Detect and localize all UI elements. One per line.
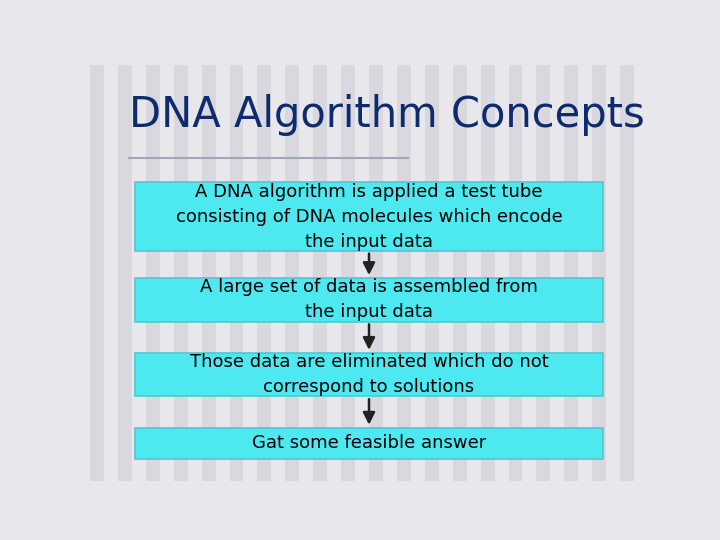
Bar (174, 65, 188, 481)
Bar (90, 65, 104, 481)
Bar (135, 278, 603, 321)
Bar (634, 65, 648, 481)
Bar (135, 353, 603, 396)
Bar (467, 65, 481, 481)
Text: A DNA algorithm is applied a test tube
consisting of DNA molecules which encode
: A DNA algorithm is applied a test tube c… (176, 183, 562, 251)
Bar (313, 65, 327, 481)
Bar (258, 65, 271, 481)
Text: Gat some feasible answer: Gat some feasible answer (252, 434, 486, 452)
Bar (578, 65, 593, 481)
Bar (397, 65, 411, 481)
Bar (327, 65, 341, 481)
Bar (300, 65, 313, 481)
Bar (508, 65, 523, 481)
Bar (369, 65, 383, 481)
Bar (160, 65, 174, 481)
Bar (215, 65, 230, 481)
Bar (135, 428, 603, 459)
Bar (271, 65, 285, 481)
Bar (620, 65, 634, 481)
Bar (285, 65, 300, 481)
Bar (230, 65, 243, 481)
Bar (355, 65, 369, 481)
Bar (564, 65, 578, 481)
Bar (118, 65, 132, 481)
Text: Those data are eliminated which do not
correspond to solutions: Those data are eliminated which do not c… (189, 353, 549, 396)
Text: DNA Algorithm Concepts: DNA Algorithm Concepts (129, 94, 645, 136)
Bar (341, 65, 355, 481)
Bar (495, 65, 508, 481)
Bar (135, 183, 603, 251)
Bar (202, 65, 215, 481)
Bar (550, 65, 564, 481)
Bar (145, 65, 160, 481)
Bar (425, 65, 438, 481)
Bar (104, 65, 118, 481)
Bar (411, 65, 425, 481)
Bar (593, 65, 606, 481)
Bar (243, 65, 258, 481)
Bar (481, 65, 495, 481)
Text: A large set of data is assembled from
the input data: A large set of data is assembled from th… (200, 278, 538, 321)
Bar (536, 65, 550, 481)
Bar (606, 65, 620, 481)
Bar (438, 65, 453, 481)
Bar (132, 65, 145, 481)
Bar (523, 65, 536, 481)
Bar (383, 65, 397, 481)
Bar (453, 65, 467, 481)
Bar (188, 65, 202, 481)
